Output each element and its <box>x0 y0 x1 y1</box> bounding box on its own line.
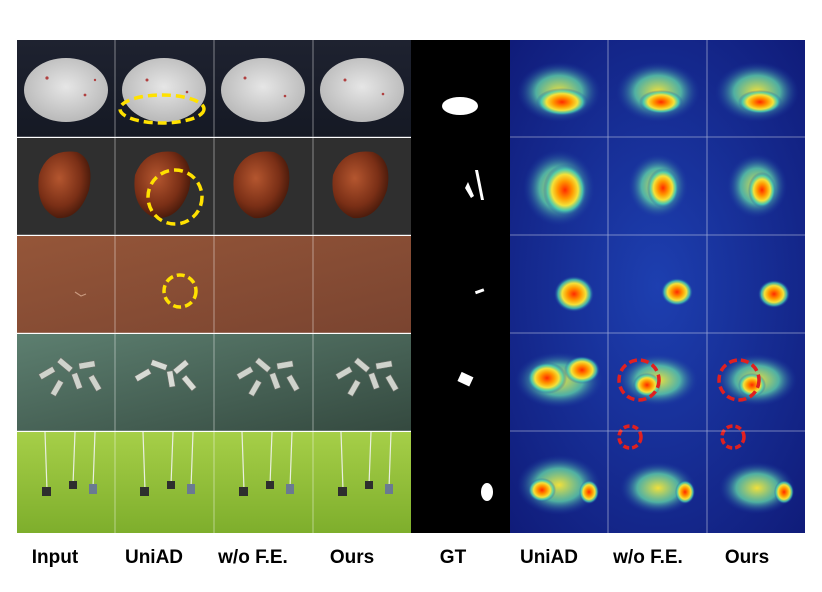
hazelnut-uniad <box>134 151 191 219</box>
pill-uniad <box>122 58 206 122</box>
highlight-red-ours-cable <box>720 424 746 450</box>
heatmap-columns <box>510 40 805 533</box>
label-ours-map: Ours <box>724 547 770 568</box>
figure-svg <box>17 40 805 533</box>
grid-separators <box>17 40 805 533</box>
cable-wires <box>44 431 392 491</box>
highlight-red-wofe-screws <box>617 358 661 402</box>
screws-wofe <box>236 357 301 397</box>
gt-column <box>411 40 510 533</box>
label-gt: GT <box>439 547 467 568</box>
gt-mask-pill <box>442 97 478 115</box>
figure-grid <box>17 40 805 533</box>
pill-input <box>24 58 108 122</box>
label-uniad-map: UniAD <box>519 547 579 568</box>
label-wofe-map: w/o F.E. <box>613 547 683 568</box>
gt-mask-leather <box>474 288 485 295</box>
highlight-ellipse-pill <box>118 93 206 125</box>
highlight-circle-leather <box>162 273 198 309</box>
highlight-red-ours-screws <box>717 358 761 402</box>
highlight-red-wofe-cable <box>617 424 643 450</box>
label-input: Input <box>31 547 79 568</box>
label-ours: Ours <box>329 547 375 568</box>
pill-ours <box>320 58 404 122</box>
label-uniad: UniAD <box>124 547 184 568</box>
highlight-circle-hazelnut <box>146 168 204 226</box>
hazelnut-ours <box>332 151 389 219</box>
cable-plugs <box>42 481 393 496</box>
hazelnut-input <box>38 151 91 219</box>
screws-uniad <box>134 359 197 392</box>
gt-mask-cable <box>481 483 493 501</box>
gt-mask-hazelnut <box>465 170 484 200</box>
screws-ours <box>335 357 400 397</box>
label-wofe: w/o F.E. <box>218 547 288 568</box>
gt-mask-screws <box>457 371 474 387</box>
screws-input <box>38 357 103 397</box>
pill-wofe <box>221 58 305 122</box>
hazelnut-wofe <box>233 151 290 219</box>
